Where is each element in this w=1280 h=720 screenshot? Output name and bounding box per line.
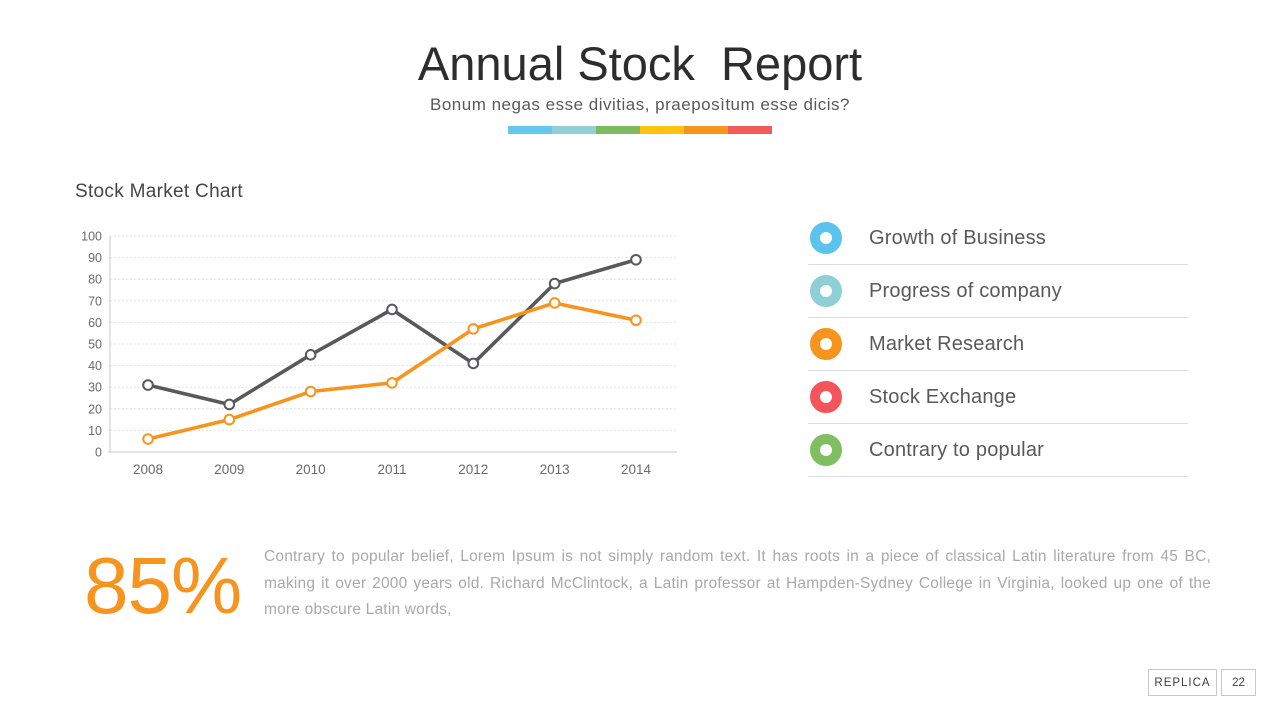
svg-text:2012: 2012 <box>458 462 488 477</box>
legend-item-label: Market Research <box>869 332 1025 355</box>
svg-text:2008: 2008 <box>133 462 163 477</box>
legend-donut-icon <box>810 381 842 413</box>
legend-item-progress: Progress of company <box>808 265 1188 318</box>
legend-item-label: Progress of company <box>869 279 1062 302</box>
legend-donut-icon <box>810 222 842 254</box>
accent-segment-green <box>596 126 640 134</box>
accent-segment-yellow <box>640 126 684 134</box>
chart-heading: Stock Market Chart <box>75 181 244 202</box>
svg-text:40: 40 <box>88 359 102 373</box>
svg-text:2010: 2010 <box>296 462 326 477</box>
accent-segment-red <box>728 126 772 134</box>
svg-text:70: 70 <box>88 294 102 308</box>
legend-item-contrary: Contrary to popular <box>808 424 1188 477</box>
slide-title: Annual Stock Report <box>417 37 863 90</box>
legend-item-label: Contrary to popular <box>869 438 1045 461</box>
legend-item-label: Growth of Business <box>869 226 1047 249</box>
svg-text:2011: 2011 <box>377 462 406 477</box>
svg-text:100: 100 <box>81 230 102 244</box>
accent-segment-blue <box>508 126 552 134</box>
legend-item-growth: Growth of Business <box>808 212 1188 265</box>
legend-item-label: Stock Exchange <box>869 385 1017 408</box>
svg-text:10: 10 <box>88 424 102 438</box>
stock-line-chart: 0 10 20 30 40 50 60 70 80 90 100 2008 2009 2010 2011 20… <box>81 230 677 477</box>
page-number: 22 <box>1221 669 1256 696</box>
legend-item-stock: Stock Exchange <box>808 371 1188 424</box>
accent-bar <box>508 126 772 134</box>
svg-text:2009: 2009 <box>214 462 244 477</box>
svg-text:80: 80 <box>88 273 102 287</box>
legend-donut-icon <box>810 275 842 307</box>
svg-text:30: 30 <box>88 381 102 395</box>
slide-subtitle: Bonum negas esse divitias, praeposìtum e… <box>430 95 850 114</box>
svg-text:50: 50 <box>88 338 102 352</box>
svg-text:2014: 2014 <box>621 462 652 477</box>
legend-item-market: Market Research <box>808 318 1188 371</box>
brand-badge: REPLICA <box>1148 669 1217 696</box>
accent-segment-orange <box>684 126 728 134</box>
chart-legend: Growth of Business Progress of company M… <box>808 212 1188 477</box>
svg-text:90: 90 <box>88 251 102 265</box>
stat-percentage: 85% <box>84 541 242 630</box>
svg-text:60: 60 <box>88 316 102 330</box>
svg-text:20: 20 <box>88 402 102 416</box>
svg-text:2013: 2013 <box>540 462 570 477</box>
legend-donut-icon <box>810 328 842 360</box>
legend-donut-icon <box>810 434 842 466</box>
stat-description: Contrary to popular belief, Lorem Ipsum … <box>264 548 1211 618</box>
accent-segment-teal <box>552 126 596 134</box>
svg-text:0: 0 <box>95 446 102 460</box>
chart-container: 0 10 20 30 40 50 60 70 80 90 100 2008 2009 2010 2011 20… <box>70 222 695 484</box>
